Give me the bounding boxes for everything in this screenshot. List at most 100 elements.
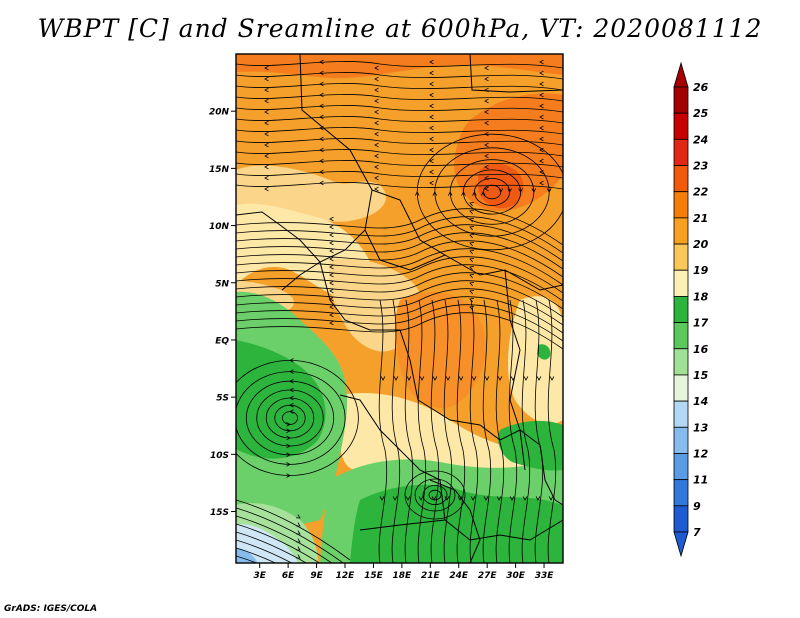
streamline-arrow: [419, 376, 425, 381]
colorbar-label: 18: [693, 290, 709, 303]
lon-tick-label: 9E: [310, 571, 323, 581]
streamline-arrow: [484, 142, 489, 148]
streamline-arrow: [484, 120, 489, 126]
streamline: [236, 304, 563, 342]
streamline-arrow: [429, 158, 434, 164]
streamline-arrow: [531, 188, 537, 193]
border-line: [469, 54, 563, 93]
streamline-arrow: [444, 496, 450, 501]
colorbar-swatch: [673, 505, 689, 533]
streamline: [236, 171, 563, 179]
streamline-arrow: [329, 264, 334, 270]
streamline-arrow: [458, 376, 464, 381]
streamline-arrow: [539, 136, 544, 142]
streamline-arrow: [329, 288, 334, 294]
streamline-arrow: [319, 114, 324, 120]
streamline-arrow: [539, 114, 544, 120]
streamline-arrow: [374, 76, 379, 82]
longitude-axis: 3E 6E 9E 12E 15E 18E 21E 24E 27E 30E 33E: [253, 563, 554, 581]
streamline: [456, 299, 466, 563]
streamline-arrow: [264, 76, 269, 82]
streamline-arrow: [264, 186, 269, 192]
lon-tick-label: 6E: [282, 571, 295, 581]
streamline: [469, 299, 479, 563]
streamline-arrow: [329, 272, 334, 278]
streamline: [404, 299, 414, 563]
streamline-arrow: [498, 188, 504, 193]
streamline: [236, 555, 258, 563]
wbpt-green-south-dark: [350, 484, 563, 563]
streamline-arrow: [289, 358, 294, 363]
colorbar-label: 24: [693, 133, 708, 146]
streamline: [236, 105, 563, 113]
wbpt-green-lake: [537, 344, 551, 360]
streamline-arrow: [539, 147, 544, 153]
streamline: [508, 299, 518, 563]
streamline-arrow: [471, 376, 477, 381]
colorbar-label: 17: [693, 317, 709, 330]
streamline: [236, 499, 351, 561]
streamline: [236, 272, 563, 310]
streamline-arrow: [319, 92, 324, 98]
streamline-arrow: [447, 191, 453, 196]
streamline-arrow: [374, 98, 379, 104]
colorbar-label: 14: [693, 395, 708, 408]
streamline-arrow: [469, 306, 475, 311]
streamline-arrow: [484, 376, 490, 381]
colorbar-label: 16: [693, 343, 709, 356]
streamline-arrow: [289, 395, 294, 401]
streamline-arrow: [289, 369, 294, 374]
streamline: [236, 240, 563, 278]
lon-tick-label: 15E: [364, 571, 384, 581]
streamline-arrow: [319, 81, 324, 87]
streamline: [236, 61, 563, 69]
streamline-arrow: [374, 109, 379, 115]
lat-tick-label: 10S: [210, 451, 229, 461]
streamline-arrow: [483, 496, 489, 501]
colorbar-swatch: [673, 165, 689, 193]
streamline: [236, 523, 321, 563]
streamline-arrow: [429, 147, 434, 153]
colorbar-swatch: [673, 479, 689, 507]
border-line: [504, 269, 526, 471]
streamline-arrow: [296, 571, 300, 574]
streamline-arrow: [484, 175, 489, 181]
wbpt-blue-corner: [236, 548, 258, 563]
streamline-arrow: [329, 304, 334, 310]
streamline-arrow: [484, 98, 489, 104]
streamline-arrow: [329, 256, 334, 262]
border-line: [409, 359, 521, 441]
streamline-arrow: [374, 120, 379, 126]
streamline-arrow: [522, 496, 528, 501]
streamline-arrow: [445, 376, 451, 381]
streamline-arrow: [469, 274, 475, 279]
colorbar-swatch: [673, 112, 689, 140]
streamline-arrow: [319, 169, 324, 175]
border-line: [339, 394, 446, 521]
colorbar-label: 22: [693, 186, 709, 199]
streamline-arrow: [264, 109, 269, 115]
streamline-arrow: [484, 153, 489, 159]
streamline-arrow: [539, 125, 544, 131]
streamline-arrow: [484, 65, 489, 71]
streamline-arrow: [536, 376, 542, 381]
streamline-arrow: [469, 218, 475, 223]
streamline-vortex: [414, 478, 456, 512]
wbpt-yellow-east: [508, 296, 563, 424]
streamline-arrow: [496, 496, 502, 501]
colorbar-label: 11: [693, 474, 708, 487]
streamline-arrow: [469, 298, 475, 303]
streamline-arrow: [469, 266, 475, 271]
colorbar-label: 12: [693, 447, 709, 460]
streamline-arrow: [393, 376, 399, 381]
streamline-arrow: [286, 422, 291, 427]
streamline-arrow: [518, 188, 523, 193]
streamline-arrow: [429, 59, 434, 65]
streamline: [430, 299, 440, 563]
streamline-arrow: [329, 224, 334, 230]
lon-tick-label: 18E: [393, 571, 413, 581]
streamline: [443, 299, 453, 563]
colorbar-swatch: [673, 374, 689, 402]
colorbar-swatch: [673, 426, 689, 454]
latitude-axis: 20N 15N 10N 5N EQ 5S 10S 15S: [209, 108, 236, 518]
